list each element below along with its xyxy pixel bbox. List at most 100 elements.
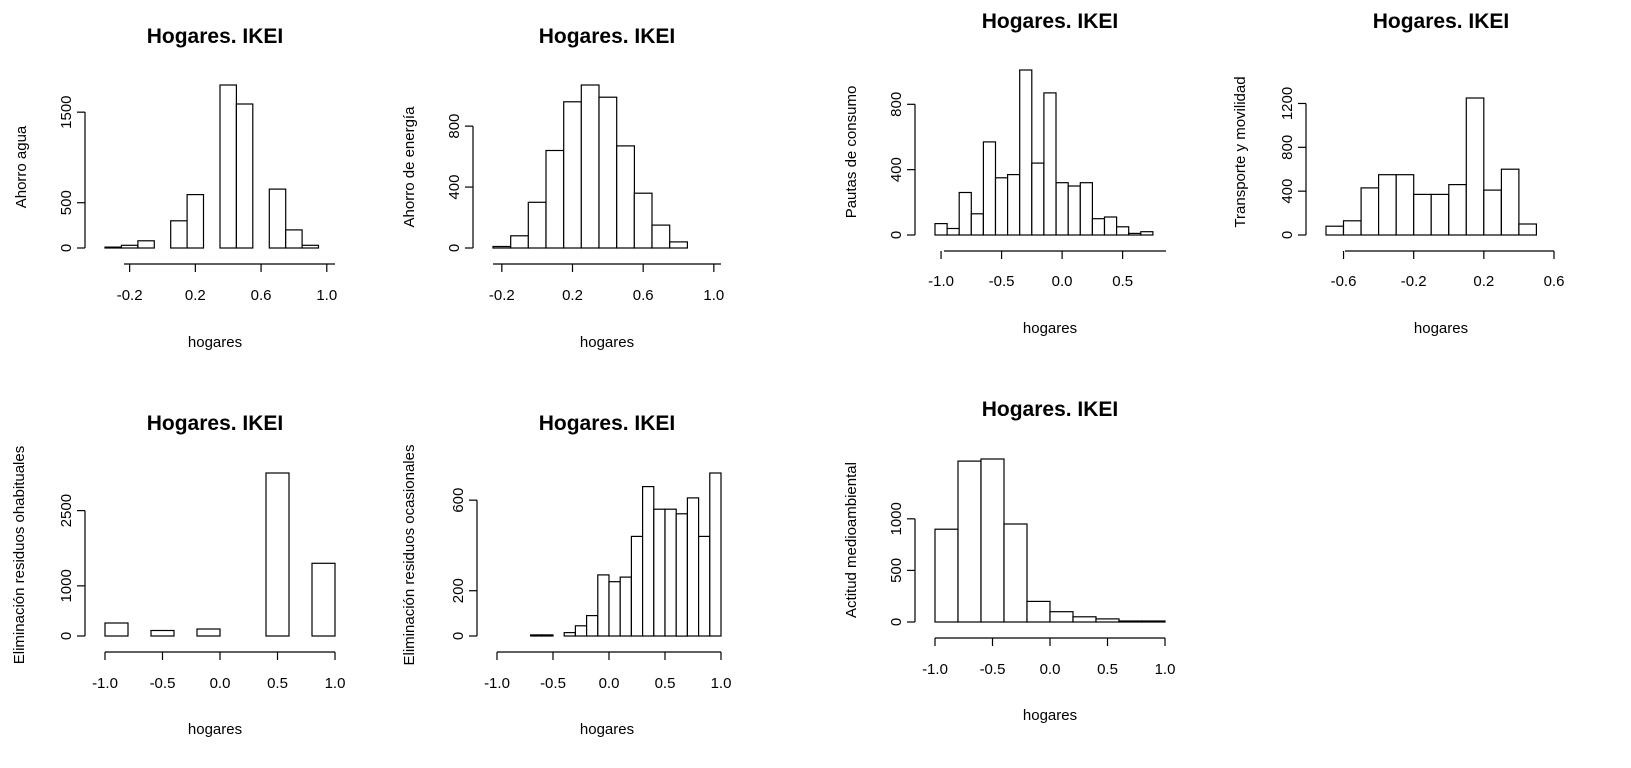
histogram-bar	[301, 244, 320, 249]
histogram-bar	[170, 220, 188, 249]
histogram-bar	[598, 96, 618, 249]
x-axis-label: hogares	[580, 721, 634, 738]
chart-title: Hogares. IKEI	[1373, 10, 1510, 33]
x-tick-label: -0.6	[1331, 273, 1357, 290]
y-tick-label: 0	[450, 632, 467, 640]
chart-title: Hogares. IKEI	[539, 412, 676, 435]
histogram-bar	[1342, 220, 1362, 236]
histogram-panel: -0.2 0.2 0.6 1.0 0 400 800 Hogares. IKEI hogares…	[401, 25, 724, 351]
x-axis-label: hogares	[188, 334, 242, 351]
histogram-bar	[1079, 182, 1094, 236]
histogram-bar	[265, 472, 290, 637]
chart-title: Hogares. IKEI	[147, 25, 284, 48]
y-tick-label: 0	[58, 632, 75, 640]
x-tick-label: -0.2	[489, 287, 515, 304]
y-tick-label: 800	[446, 114, 463, 139]
histogram-bar	[1325, 225, 1345, 236]
y-tick-label: 400	[888, 157, 905, 182]
histogram-bar	[580, 84, 600, 249]
x-tick-label: 1.0	[325, 675, 346, 692]
y-tick-label: 800	[888, 92, 905, 117]
y-axis-label: Eliminación residuos ohabituales	[11, 446, 28, 664]
histogram-bar	[1448, 184, 1467, 236]
histogram-bar	[675, 513, 689, 637]
histogram-bar	[1067, 185, 1081, 236]
x-tick-label: 0.6	[633, 287, 654, 304]
y-axis-label: Eliminación residuos ocasionales	[401, 445, 418, 666]
histogram-bar	[219, 84, 237, 249]
chart-title: Hogares. IKEI	[982, 10, 1119, 33]
y-tick-label: 1000	[58, 569, 75, 602]
y-axis-label: Transporte y movilidad	[1232, 76, 1249, 227]
histogram-bar	[1049, 611, 1074, 623]
x-tick-label: 0.5	[267, 675, 288, 692]
x-axis-label: hogares	[580, 334, 634, 351]
histogram-bar	[970, 213, 984, 236]
y-tick-label: 200	[450, 578, 467, 603]
histogram-bar	[1413, 193, 1432, 236]
histogram-bar	[934, 223, 948, 236]
y-axis-label: Pautas de consumo	[843, 86, 860, 219]
y-tick-label: 600	[450, 488, 467, 513]
histogram-bar	[651, 224, 671, 249]
y-tick-label: 800	[1279, 135, 1296, 160]
histogram-bar	[1500, 168, 1520, 236]
histogram-bar	[1006, 174, 1021, 236]
histogram-panel: -0.2 0.2 0.6 1.0 0 500 1500 Hogares. IKEI hogare…	[13, 25, 337, 351]
histogram-bar	[196, 628, 221, 637]
histogram-bar	[1103, 216, 1118, 236]
histogram-bar	[150, 629, 175, 637]
histogram-bar	[104, 622, 129, 637]
histogram-bar	[1465, 97, 1485, 236]
x-tick-label: 1.0	[316, 287, 337, 304]
histogram-bar	[982, 141, 997, 236]
histogram-bar	[137, 240, 155, 249]
histogram-bar	[1395, 174, 1415, 236]
x-tick-label: 0.6	[1544, 273, 1565, 290]
histogram-bar	[492, 245, 512, 249]
x-tick-label: 0.0	[599, 675, 620, 692]
histogram-bar	[641, 486, 655, 637]
histogram-bar	[186, 194, 205, 249]
x-tick-label: -1.0	[484, 675, 510, 692]
histogram-bar	[285, 229, 303, 249]
chart-title: Hogares. IKEI	[539, 25, 676, 48]
histogram-bar	[1360, 187, 1380, 236]
y-tick-label: 0	[888, 618, 905, 626]
y-tick-label: 500	[58, 190, 75, 215]
histogram-bar	[669, 241, 689, 249]
histogram-bar	[697, 535, 711, 637]
x-tick-label: 0.5	[655, 675, 676, 692]
y-tick-label: 0	[446, 244, 463, 252]
x-tick-label: 0.2	[1473, 273, 1494, 290]
histogram-bar	[1019, 69, 1033, 236]
x-tick-label: -1.0	[922, 661, 948, 678]
histogram-bar	[1140, 231, 1154, 236]
x-tick-label: 1.0	[703, 287, 724, 304]
x-tick-label: -1.0	[928, 273, 954, 290]
y-tick-label: 2500	[58, 494, 75, 527]
histogram-bar	[1072, 616, 1097, 623]
histogram-bar	[585, 614, 599, 637]
histogram-bar	[664, 508, 677, 637]
x-tick-label: -0.5	[150, 675, 176, 692]
y-tick-label: 400	[1279, 179, 1296, 204]
histogram-bar	[1026, 600, 1051, 623]
histogram-bar	[1430, 193, 1450, 236]
histogram-bar	[1091, 218, 1106, 236]
x-tick-label: 0.2	[185, 287, 206, 304]
histogram-bar	[630, 535, 644, 637]
histogram-bar	[608, 581, 621, 637]
y-tick-label: 1200	[1279, 87, 1296, 120]
histogram-bar	[563, 101, 583, 249]
histogram-bar	[1518, 223, 1538, 236]
x-tick-label: -0.2	[117, 287, 143, 304]
histogram-bar	[1141, 620, 1166, 623]
x-tick-label: -0.5	[989, 273, 1015, 290]
x-tick-label: 0.5	[1112, 273, 1133, 290]
x-tick-label: -0.2	[1401, 273, 1427, 290]
y-tick-label: 0	[1279, 231, 1296, 239]
histogram-bar	[268, 188, 287, 249]
histogram-bar	[709, 472, 722, 637]
histogram-bar	[120, 244, 139, 249]
